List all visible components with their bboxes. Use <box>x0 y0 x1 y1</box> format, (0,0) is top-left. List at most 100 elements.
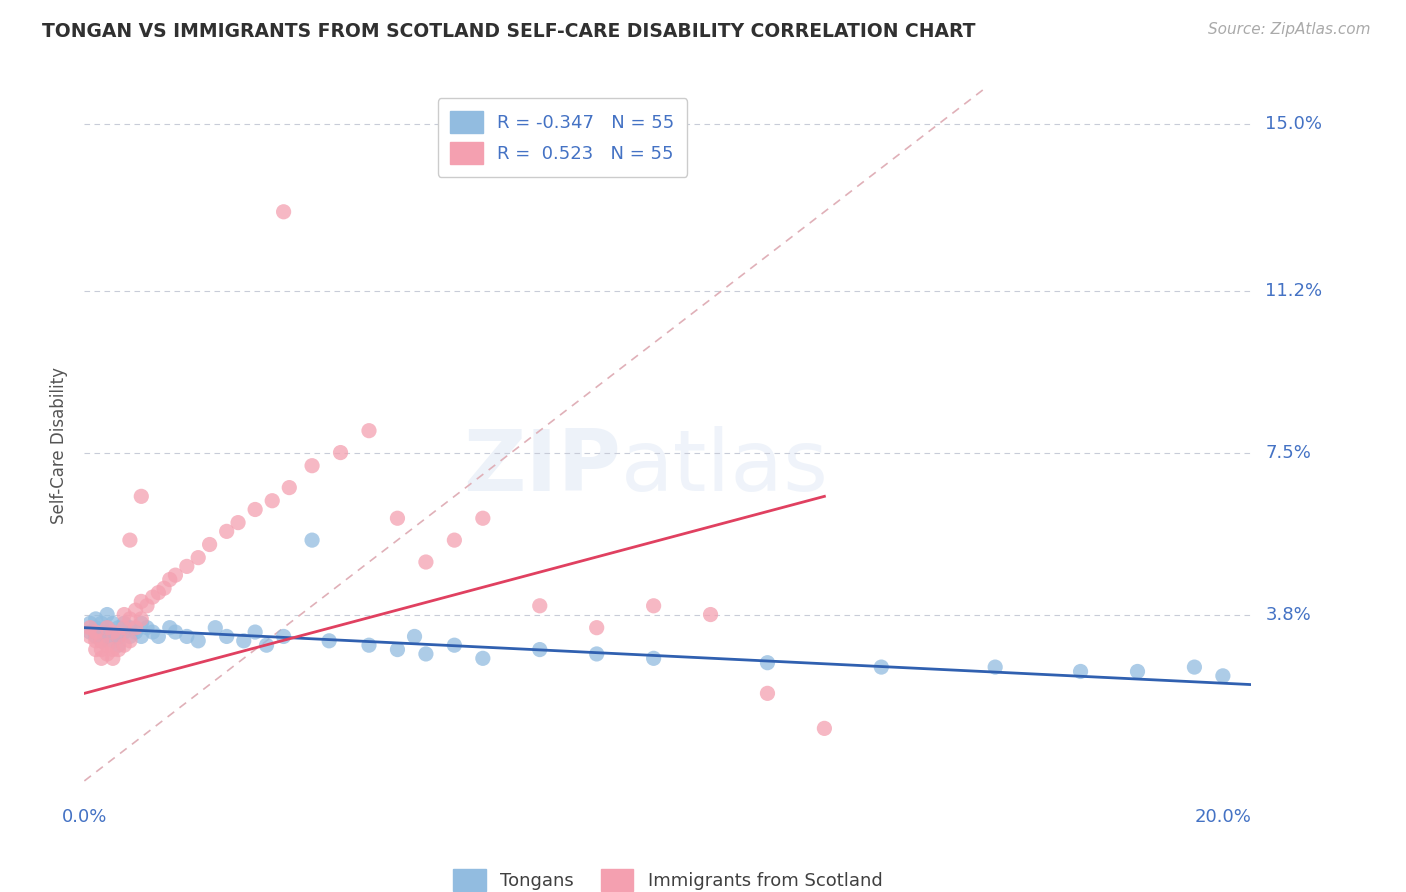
Point <box>129 489 152 503</box>
Point <box>112 616 135 631</box>
Point <box>96 629 118 643</box>
Point <box>159 621 181 635</box>
Point <box>262 493 284 508</box>
Point <box>1070 665 1092 679</box>
Point <box>96 621 118 635</box>
Point <box>232 633 254 648</box>
Point <box>215 524 238 539</box>
Point <box>243 625 266 640</box>
Point <box>357 424 380 438</box>
Point <box>79 616 101 631</box>
Point <box>756 686 779 700</box>
Point <box>226 516 249 530</box>
Point <box>529 642 551 657</box>
Text: atlas: atlas <box>621 425 830 509</box>
Point <box>318 633 340 648</box>
Point <box>187 633 209 648</box>
Point <box>90 633 112 648</box>
Point <box>329 445 352 459</box>
Point <box>84 621 107 635</box>
Text: 7.5%: 7.5% <box>1265 443 1312 461</box>
Point <box>699 607 721 622</box>
Point <box>204 621 226 635</box>
Point <box>1126 665 1149 679</box>
Point <box>79 625 101 640</box>
Point <box>118 621 141 635</box>
Point <box>415 555 437 569</box>
Point <box>124 603 146 617</box>
Point <box>84 642 107 657</box>
Point <box>96 647 118 661</box>
Point <box>118 633 141 648</box>
Text: 3.8%: 3.8% <box>1265 606 1310 624</box>
Y-axis label: Self-Care Disability: Self-Care Disability <box>51 368 69 524</box>
Point <box>273 204 295 219</box>
Point <box>142 625 165 640</box>
Text: TONGAN VS IMMIGRANTS FROM SCOTLAND SELF-CARE DISABILITY CORRELATION CHART: TONGAN VS IMMIGRANTS FROM SCOTLAND SELF-… <box>42 22 976 41</box>
Point <box>101 625 124 640</box>
Point <box>471 651 494 665</box>
Text: 11.2%: 11.2% <box>1265 282 1323 300</box>
Point <box>301 533 323 548</box>
Point <box>529 599 551 613</box>
Point <box>585 621 607 635</box>
Point <box>136 599 159 613</box>
Point <box>118 629 141 643</box>
Point <box>112 625 135 640</box>
Point <box>415 647 437 661</box>
Point <box>153 582 176 596</box>
Point <box>142 590 165 604</box>
Point <box>256 638 278 652</box>
Point <box>129 629 152 643</box>
Point <box>870 660 893 674</box>
Point <box>112 621 135 635</box>
Point <box>124 625 146 640</box>
Point <box>176 559 198 574</box>
Point <box>124 621 146 635</box>
Point <box>96 607 118 622</box>
Point <box>984 660 1007 674</box>
Point <box>90 633 112 648</box>
Point <box>101 642 124 657</box>
Point <box>1212 669 1234 683</box>
Point <box>198 537 221 551</box>
Point <box>129 616 152 631</box>
Point <box>387 511 409 525</box>
Point <box>643 599 665 613</box>
Point <box>443 533 465 548</box>
Point <box>90 651 112 665</box>
Point <box>90 642 112 657</box>
Legend: Tongans, Immigrants from Scotland: Tongans, Immigrants from Scotland <box>446 862 890 892</box>
Point <box>165 568 187 582</box>
Point <box>813 722 835 736</box>
Point <box>112 638 135 652</box>
Point <box>112 607 135 622</box>
Point <box>404 629 426 643</box>
Point <box>84 633 107 648</box>
Point <box>357 638 380 652</box>
Point <box>107 642 129 657</box>
Point <box>84 625 107 640</box>
Point <box>118 612 141 626</box>
Point <box>90 616 112 631</box>
Point <box>101 633 124 648</box>
Point <box>107 629 129 643</box>
Point <box>79 621 101 635</box>
Point <box>84 629 107 643</box>
Point <box>443 638 465 652</box>
Point <box>243 502 266 516</box>
Point <box>215 629 238 643</box>
Point <box>96 621 118 635</box>
Text: Source: ZipAtlas.com: Source: ZipAtlas.com <box>1208 22 1371 37</box>
Point <box>136 621 159 635</box>
Point <box>756 656 779 670</box>
Point <box>101 625 124 640</box>
Text: 15.0%: 15.0% <box>1265 115 1322 133</box>
Point <box>278 481 301 495</box>
Point <box>165 625 187 640</box>
Point <box>107 638 129 652</box>
Point <box>585 647 607 661</box>
Point <box>187 550 209 565</box>
Point <box>148 629 170 643</box>
Point <box>90 625 112 640</box>
